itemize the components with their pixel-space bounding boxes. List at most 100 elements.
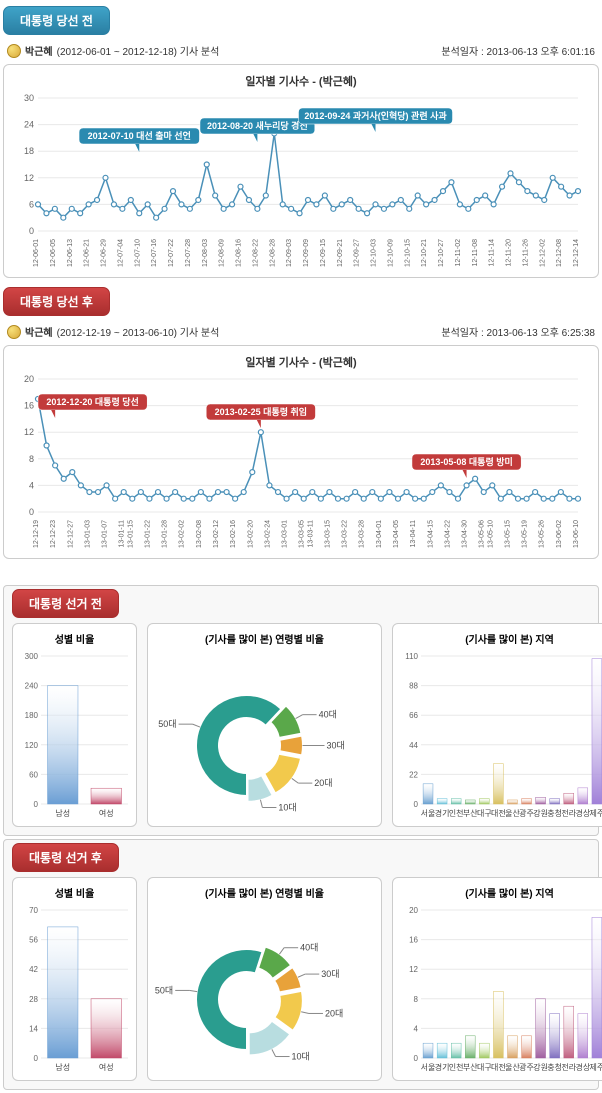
svg-text:12-06-21: 12-06-21 [84, 239, 91, 267]
svg-text:8: 8 [414, 995, 419, 1004]
svg-text:13-01-28: 13-01-28 [162, 520, 169, 548]
section-1-meta: 박근혜 (2012-06-01 ~ 2012-12-18) 기사 분석 분석일자… [3, 41, 599, 60]
svg-text:13-04-30: 13-04-30 [462, 520, 469, 548]
svg-text:13-05-15: 13-05-15 [504, 520, 511, 548]
svg-text:12-08-16: 12-08-16 [236, 239, 243, 267]
svg-text:13-03-15: 13-03-15 [324, 520, 331, 548]
svg-text:20: 20 [24, 374, 34, 384]
person-name: 박근혜 [25, 43, 53, 58]
line-chart-2: 04812162012-12-1912-12-2312-12-2713-01-0… [8, 374, 588, 554]
svg-text:경기: 경기 [435, 1062, 450, 1072]
svg-text:12-12-14: 12-12-14 [573, 239, 580, 267]
svg-text:13-04-22: 13-04-22 [444, 520, 451, 548]
svg-text:0: 0 [414, 1054, 419, 1063]
svg-text:광주: 광주 [519, 808, 534, 818]
svg-text:88: 88 [409, 682, 418, 691]
svg-text:12-11-02: 12-11-02 [455, 239, 462, 267]
svg-text:13-05-06: 13-05-06 [479, 520, 486, 548]
section-1-chart: 일자별 기사수 - (박근혜) 061218243012-06-0112-06-… [3, 64, 599, 278]
svg-text:13-02-12: 13-02-12 [213, 520, 220, 548]
svg-text:28: 28 [29, 995, 38, 1004]
svg-text:13-04-11: 13-04-11 [410, 520, 417, 548]
svg-text:13-04-01: 13-04-01 [376, 520, 383, 548]
svg-text:20대: 20대 [325, 1008, 343, 1018]
chart-title-2: 일자별 기사수 - (박근혜) [8, 354, 594, 370]
svg-text:40대: 40대 [300, 943, 318, 953]
svg-text:12-09-03: 12-09-03 [286, 239, 293, 267]
svg-text:13-01-11: 13-01-11 [119, 520, 126, 548]
svg-text:12-08-22: 12-08-22 [252, 239, 259, 267]
svg-text:제주: 제주 [590, 1063, 602, 1072]
svg-text:12-11-14: 12-11-14 [489, 239, 496, 267]
svg-text:2012-09-24 과거사(인혁당) 관련 사과: 2012-09-24 과거사(인혁당) 관련 사과 [304, 110, 447, 121]
svg-text:12-12-27: 12-12-27 [67, 520, 74, 548]
svg-text:12-08-03: 12-08-03 [202, 239, 209, 267]
svg-text:부산: 부산 [463, 808, 478, 818]
svg-text:30대: 30대 [327, 741, 345, 751]
svg-text:56: 56 [29, 936, 38, 945]
svg-text:16: 16 [24, 401, 34, 411]
section-1-header: 대통령 당선 전 [3, 6, 110, 35]
svg-text:0: 0 [29, 507, 34, 517]
svg-text:대구: 대구 [477, 809, 492, 818]
svg-text:300: 300 [25, 652, 39, 661]
svg-text:6: 6 [29, 199, 34, 209]
svg-text:12-07-22: 12-07-22 [168, 239, 175, 267]
svg-text:20: 20 [409, 906, 418, 915]
section-3-row: 성별 비율 060120180240300남성여성 (기사를 많이 본) 연령별… [9, 620, 593, 830]
svg-text:대구: 대구 [477, 1063, 492, 1072]
svg-text:60: 60 [29, 770, 38, 779]
section-4: 대통령 선거 후 성별 비율 01428425670남성여성 (기사를 많이 본… [3, 839, 599, 1090]
svg-text:12-06-13: 12-06-13 [67, 239, 74, 267]
svg-text:13-02-24: 13-02-24 [264, 520, 271, 548]
svg-text:13-01-03: 13-01-03 [84, 520, 91, 548]
svg-text:13-04-05: 13-04-05 [393, 520, 400, 548]
svg-text:13-02-02: 13-02-02 [179, 520, 186, 548]
svg-text:18: 18 [24, 146, 34, 156]
svg-text:2012-07-10 대선 출마 선언: 2012-07-10 대선 출마 선언 [88, 130, 191, 141]
gender-chart-box-1: 성별 비율 060120180240300남성여성 [12, 623, 137, 827]
svg-text:0: 0 [414, 800, 419, 809]
svg-text:12-10-27: 12-10-27 [438, 239, 445, 267]
svg-text:12-07-10: 12-07-10 [134, 239, 141, 267]
svg-text:30: 30 [24, 93, 34, 103]
section-3-header: 대통령 선거 전 [12, 589, 119, 618]
svg-text:20대: 20대 [314, 778, 332, 788]
section-2: 대통령 당선 후 박근혜 (2012-12-19 ~ 2013-06-10) 기… [0, 281, 602, 559]
svg-text:12-09-21: 12-09-21 [337, 239, 344, 267]
svg-text:12-06-01: 12-06-01 [33, 239, 40, 267]
svg-text:울산: 울산 [505, 1062, 520, 1072]
region-title: (기사를 많이 본) 지역 [397, 631, 602, 646]
svg-text:부산: 부산 [463, 1062, 478, 1072]
svg-text:10대: 10대 [292, 1052, 310, 1062]
svg-text:충청: 충청 [547, 809, 562, 818]
analysis-label: 분석일자 : [441, 328, 483, 339]
svg-text:대전: 대전 [491, 1062, 506, 1072]
chart-title-1: 일자별 기사수 - (박근혜) [8, 73, 594, 89]
svg-text:12: 12 [409, 965, 418, 974]
svg-text:경기: 경기 [435, 808, 450, 818]
svg-text:14: 14 [29, 1024, 38, 1033]
svg-text:4: 4 [29, 480, 34, 490]
svg-text:180: 180 [25, 711, 39, 720]
svg-text:13-01-07: 13-01-07 [102, 520, 109, 548]
svg-text:전라: 전라 [561, 808, 576, 818]
svg-text:13-05-10: 13-05-10 [487, 520, 494, 548]
svg-text:120: 120 [25, 741, 39, 750]
svg-text:12-11-08: 12-11-08 [472, 239, 479, 267]
gender-chart-box-2: 성별 비율 01428425670남성여성 [12, 877, 137, 1081]
region-bar-chart: 022446688110서울경기인천부산대구대전울산광주강원충청전라경상제주 [397, 652, 602, 822]
svg-text:13-06-02: 13-06-02 [556, 520, 563, 548]
line-chart-1: 061218243012-06-0112-06-0512-06-1312-06-… [8, 93, 588, 273]
gender-bar-chart: 01428425670남성여성 [17, 906, 132, 1076]
svg-text:12-10-03: 12-10-03 [371, 239, 378, 267]
age-chart-box-1: (기사를 많이 본) 연령별 비율 50대40대30대20대10대 [147, 623, 382, 827]
section-4-row: 성별 비율 01428425670남성여성 (기사를 많이 본) 연령별 비율 … [9, 874, 593, 1084]
section-1: 대통령 당선 전 박근혜 (2012-06-01 ~ 2012-12-18) 기… [0, 0, 602, 278]
section-2-header: 대통령 당선 후 [3, 287, 110, 316]
svg-text:42: 42 [29, 965, 38, 974]
person-icon [7, 44, 21, 58]
svg-text:12-09-15: 12-09-15 [320, 239, 327, 267]
gender-title: 성별 비율 [17, 885, 132, 900]
section-3: 대통령 선거 전 성별 비율 060120180240300남성여성 (기사를 … [3, 585, 599, 836]
